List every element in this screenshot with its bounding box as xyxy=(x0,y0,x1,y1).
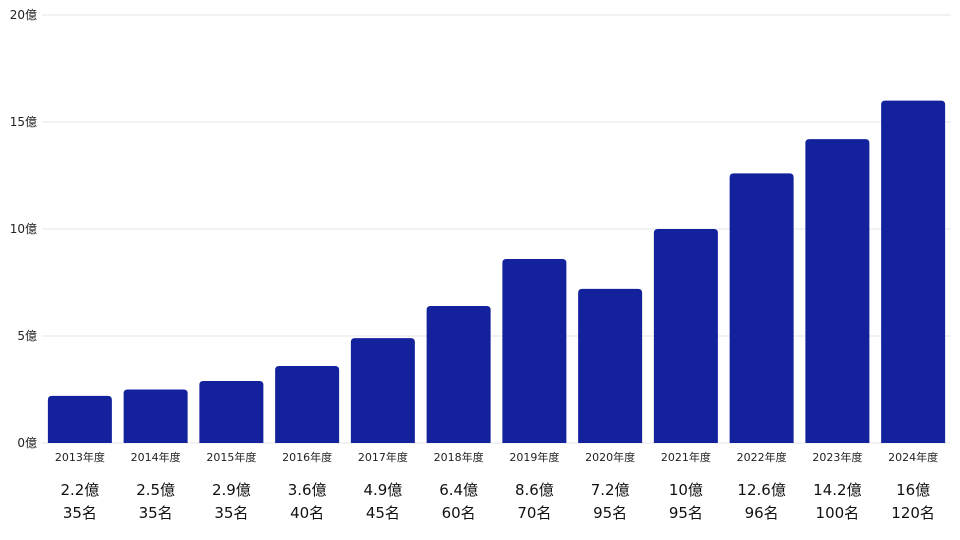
revenue-label: 8.6億 xyxy=(515,481,554,499)
bar-2019年度 xyxy=(502,258,567,443)
x-tick-label: 2022年度 xyxy=(737,450,787,464)
employee-count-label: 35名 xyxy=(214,504,248,522)
revenue-label: 16億 xyxy=(896,481,930,499)
employee-count-label: 96名 xyxy=(745,504,779,522)
x-tick-label: 2015年度 xyxy=(206,450,256,464)
employee-count-label: 120名 xyxy=(891,504,935,522)
bar-2022年度 xyxy=(729,173,794,444)
bars xyxy=(47,100,946,444)
bar-2023年度 xyxy=(805,139,870,443)
x-tick-label: 2021年度 xyxy=(661,450,711,464)
employee-count-label: 40名 xyxy=(290,504,324,522)
x-tick-label: 2017年度 xyxy=(358,450,408,464)
x-tick-label: 2018年度 xyxy=(434,450,484,464)
employee-count-label: 95名 xyxy=(593,504,627,522)
bar-2024年度 xyxy=(881,100,946,443)
revenue-label: 14.2億 xyxy=(813,481,861,499)
revenue-label: 4.9億 xyxy=(363,481,402,499)
bar-2021年度 xyxy=(653,229,718,443)
x-tick-label: 2016年度 xyxy=(282,450,332,464)
revenue-label: 3.6億 xyxy=(288,481,327,499)
revenue-label: 6.4億 xyxy=(439,481,478,499)
y-tick-label: 10億 xyxy=(10,222,37,236)
x-axis-ticks: 2013年度 2014年度 2015年度 2016年度 2017年度 2018年度 2019… xyxy=(55,450,938,464)
y-tick-label: 5億 xyxy=(17,329,37,343)
y-tick-label: 20億 xyxy=(10,8,37,22)
employee-count-label: 100名 xyxy=(816,504,860,522)
employee-count-label: 45名 xyxy=(366,504,400,522)
bar-2015年度 xyxy=(199,380,264,443)
y-axis-ticks: 0億 5億 10億 15億 20億 xyxy=(10,8,37,450)
y-tick-label: 0億 xyxy=(17,436,37,450)
employee-count-label: 35名 xyxy=(139,504,173,522)
bar-2013年度 xyxy=(47,395,112,443)
revenue-label: 2.2億 xyxy=(60,481,99,499)
x-tick-label: 2020年度 xyxy=(585,450,635,464)
revenue-label: 12.6億 xyxy=(737,481,785,499)
value-labels: 2.2億 35名 2.5億 35名 2.9億 35名 3.6億 40名 4.9億 45名 6.4億 6… xyxy=(60,481,935,522)
employee-count-label: 70名 xyxy=(517,504,551,522)
bar-2017年度 xyxy=(350,338,415,443)
x-tick-label: 2024年度 xyxy=(888,450,938,464)
revenue-label: 10億 xyxy=(669,481,703,499)
revenue-label: 2.5億 xyxy=(136,481,175,499)
grid-lines xyxy=(42,14,951,444)
x-tick-label: 2023年度 xyxy=(812,450,862,464)
revenue-label: 7.2億 xyxy=(591,481,630,499)
x-tick-label: 2014年度 xyxy=(131,450,181,464)
bar-2014年度 xyxy=(123,389,188,443)
y-tick-label: 15億 xyxy=(10,115,37,129)
bar-2016年度 xyxy=(275,365,340,443)
employee-count-label: 60名 xyxy=(442,504,476,522)
x-tick-label: 2019年度 xyxy=(509,450,559,464)
employee-count-label: 95名 xyxy=(669,504,703,522)
employee-count-label: 35名 xyxy=(63,504,97,522)
revenue-label: 2.9億 xyxy=(212,481,251,499)
bar-2020年度 xyxy=(578,288,643,443)
bar-2018年度 xyxy=(426,306,491,443)
x-tick-label: 2013年度 xyxy=(55,450,105,464)
